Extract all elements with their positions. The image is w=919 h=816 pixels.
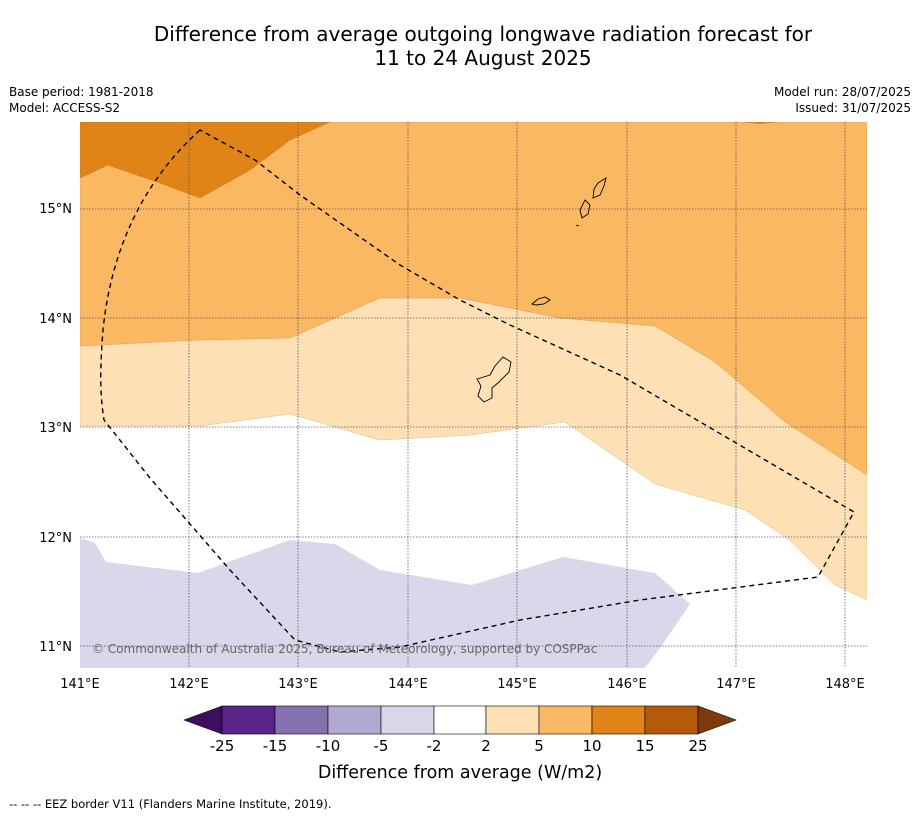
map-area: © Commonwealth of Australia 2025, Bureau…	[80, 122, 867, 668]
eez-footnote: -- -- -- EEZ border V11 (Flanders Marine…	[9, 797, 332, 811]
colorbar-extend-low	[183, 705, 223, 735]
band-10-15	[80, 122, 331, 199]
island-guam	[476, 356, 512, 403]
base-period-text: Base period: 1981-2018	[9, 85, 154, 99]
band-minus5-minus2	[80, 538, 690, 668]
colorbar-segment	[327, 705, 382, 735]
island-aguijan	[575, 224, 580, 227]
colorbar-tick: -5	[374, 737, 389, 755]
colorbar-segment	[644, 705, 699, 735]
lon-label: 144°E	[388, 677, 428, 692]
colorbar-segment	[221, 705, 276, 735]
gridlines	[80, 122, 867, 668]
colorbar-tick: 2	[481, 737, 491, 755]
lat-labels: 15°N 14°N 13°N 12°N 11°N	[39, 202, 72, 655]
lon-label: 141°E	[60, 677, 100, 692]
lon-labels: 141°E 142°E 143°E 144°E 145°E 146°E 147°…	[60, 677, 865, 692]
islands	[476, 177, 607, 403]
meta-right: Model run: 28/07/2025 Issued: 31/07/2025	[774, 84, 911, 116]
colorbar-tick: -2	[427, 737, 442, 755]
colorbar-tick: -10	[316, 737, 341, 755]
colorbar	[183, 705, 737, 735]
lon-label: 143°E	[278, 677, 318, 692]
colorbar-segment	[380, 705, 435, 735]
lat-label: 14°N	[39, 312, 72, 327]
lon-label: 142°E	[169, 677, 209, 692]
colorbar-segment	[485, 705, 540, 735]
lon-label: 148°E	[825, 677, 865, 692]
colorbar-segment	[591, 705, 646, 735]
title-line-2: 11 to 24 August 2025	[374, 46, 592, 70]
colorbar-segment	[433, 705, 487, 735]
copyright-text: © Commonwealth of Australia 2025, Bureau…	[92, 642, 597, 656]
chart-title: Difference from average outgoing longwav…	[60, 22, 906, 70]
colorbar-tick: 15	[635, 737, 654, 755]
band-10-15-small	[740, 122, 780, 124]
lon-label: 145°E	[497, 677, 537, 692]
issued-text: Issued: 31/07/2025	[795, 101, 911, 115]
colorbar-tick: 5	[534, 737, 544, 755]
lat-label: 15°N	[39, 202, 72, 217]
colorbar-tick: 25	[688, 737, 707, 755]
island-saipan	[592, 177, 607, 199]
lon-label: 146°E	[607, 677, 647, 692]
lat-label: 12°N	[39, 531, 72, 546]
forecast-map: © Commonwealth of Australia 2025, Bureau…	[39, 122, 867, 783]
title-line-1: Difference from average outgoing longwav…	[153, 22, 813, 46]
colorbar-segment	[538, 705, 593, 735]
island-tinian	[579, 199, 591, 219]
colorbar-ticks: -25 -15 -10 -5 -2 2 5 10 15 25	[210, 737, 708, 755]
colorbar-tick: 10	[582, 737, 601, 755]
eez-border	[100, 129, 855, 653]
lat-label: 13°N	[39, 421, 72, 436]
colorbar-segment	[274, 705, 329, 735]
lon-label: 147°E	[716, 677, 756, 692]
meta-left: Base period: 1981-2018 Model: ACCESS-S2	[9, 84, 154, 116]
model-run-text: Model run: 28/07/2025	[773, 85, 911, 99]
colorbar-tick: -15	[263, 737, 288, 755]
colorbar-extend-high	[697, 705, 737, 735]
colorbar-tick: -25	[210, 737, 235, 755]
lat-label: 11°N	[39, 640, 72, 655]
model-text: Model: ACCESS-S2	[9, 101, 121, 115]
island-rota	[531, 296, 551, 306]
colorbar-label: Difference from average (W/m2)	[318, 763, 602, 783]
